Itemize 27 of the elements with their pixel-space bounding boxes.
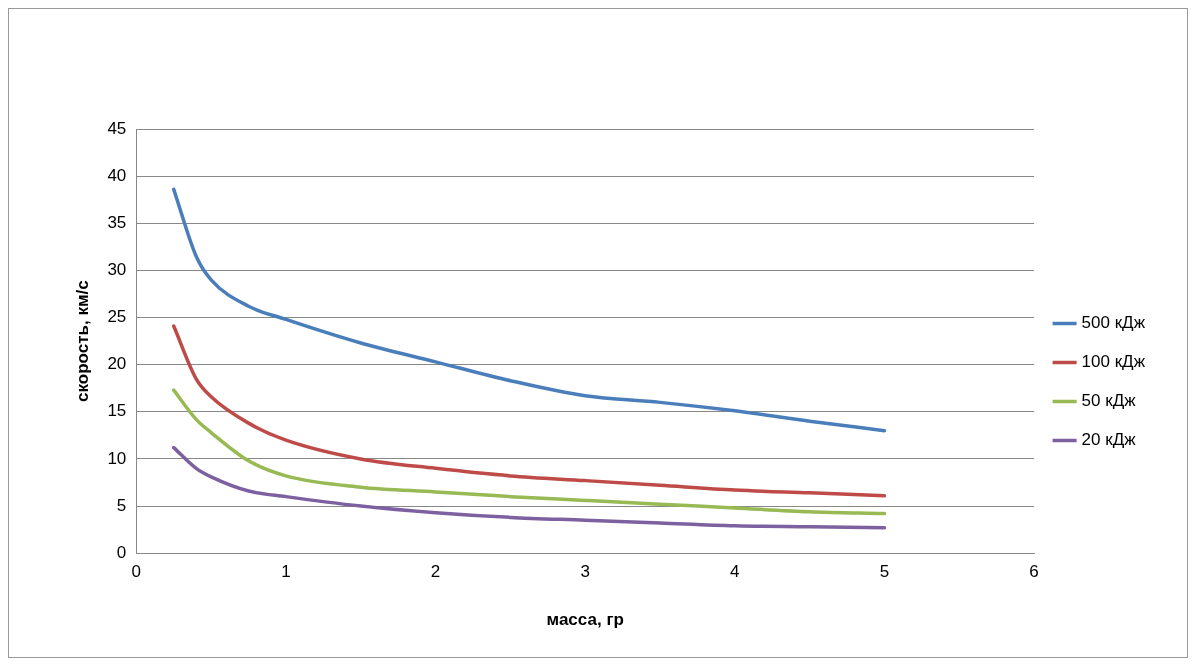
line-series — [171, 187, 887, 433]
x-tick-label: 6 — [1029, 562, 1039, 582]
y-tick-label: 5 — [116, 495, 127, 515]
y-tick-label: 0 — [116, 542, 127, 562]
y-tick-label: 20 — [107, 354, 127, 374]
y-tick-label: 35 — [107, 212, 127, 232]
y-tick-label: 10 — [107, 448, 127, 468]
y-tick-label: 15 — [107, 401, 127, 421]
y-tick-label: 30 — [107, 260, 127, 280]
x-tick-label: 4 — [730, 562, 740, 582]
legend-label: 50 кДж — [1081, 391, 1137, 411]
legend-label: 100 кДж — [1081, 352, 1146, 372]
x-tick-label: 1 — [281, 562, 291, 582]
line-series — [171, 445, 887, 530]
line-series — [171, 324, 887, 498]
y-tick-label: 40 — [107, 165, 127, 185]
x-tick-label: 3 — [580, 562, 590, 582]
x-tick-label: 0 — [131, 562, 142, 582]
y-tick-label: 45 — [107, 118, 127, 138]
legend-label: 20 кДж — [1081, 430, 1137, 450]
x-axis-title: масса, гр — [546, 610, 624, 630]
x-tick-label: 2 — [430, 562, 441, 582]
x-tick-label: 5 — [879, 562, 890, 582]
line-series — [171, 388, 887, 516]
y-tick-label: 25 — [107, 307, 127, 327]
legend-label: 500 кДж — [1081, 313, 1146, 333]
y-axis-title: скорость, км/с — [72, 280, 92, 402]
